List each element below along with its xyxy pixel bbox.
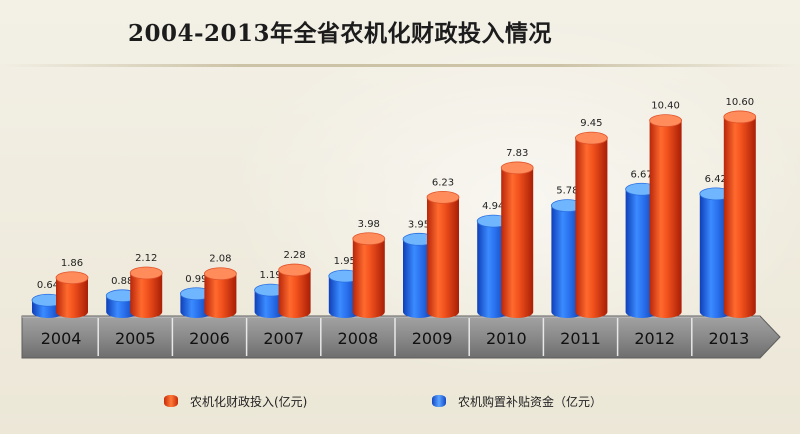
x-tick-label: 2010 — [486, 329, 527, 348]
x-tick-label: 2004 — [41, 329, 82, 348]
financial-input-data-label: 2.08 — [209, 254, 231, 265]
financial-input-bar-cap — [723, 110, 757, 124]
financial-input-bar-body — [130, 272, 163, 318]
x-tick-label: 2012 — [634, 329, 675, 348]
financial-input-bar-cap — [55, 271, 89, 285]
legend-item-subsidy: 农机购置补贴资金（亿元） — [432, 391, 602, 411]
financial-input-data-label: 2.28 — [283, 250, 305, 261]
financial-input-bar — [203, 267, 237, 318]
subsidy-data-label: 6.67 — [630, 169, 652, 180]
subsidy-data-label: 0.99 — [185, 274, 207, 285]
x-tick-label: 2011 — [560, 329, 601, 348]
financial-input-bar — [55, 271, 89, 318]
subsidy-data-label: 1.95 — [334, 256, 356, 267]
x-tick-label: 2006 — [189, 329, 230, 348]
financial-input-data-label: 10.60 — [725, 97, 754, 108]
financial-input-bar-cap — [278, 263, 312, 277]
legend-item-financial-input: 农机化财政投入(亿元) — [164, 391, 307, 411]
x-tick-label: 2013 — [709, 329, 750, 348]
subsidy-data-label: 0.88 — [111, 276, 133, 287]
financial-input-bar — [426, 190, 460, 318]
financial-input-bar-body — [723, 116, 756, 319]
financial-input-bar — [129, 266, 163, 318]
financial-input-bar-body — [352, 238, 385, 318]
x-tick-label: 2007 — [263, 329, 304, 348]
subsidy-data-label: 5.78 — [556, 186, 578, 197]
x-tick-label: 2005 — [115, 329, 156, 348]
financial-input-data-label: 2.12 — [135, 253, 157, 264]
subsidy-data-label: 3.95 — [408, 219, 430, 230]
subsidy-data-label: 4.94 — [482, 201, 504, 212]
financial-input-data-label: 1.86 — [61, 258, 83, 269]
financial-input-bar-cap — [203, 267, 237, 281]
chart-title: 2004-2013年全省农机化财政投入情况 — [127, 20, 553, 47]
financial-input-bar-body — [501, 167, 534, 318]
x-tick-label: 2008 — [338, 329, 379, 348]
financial-input-bar-cap — [575, 131, 608, 145]
financial-input-bar — [278, 263, 312, 318]
subsidy-data-label: 0.64 — [37, 280, 59, 291]
title-divider — [0, 64, 800, 67]
financial-input-bar-cap — [352, 232, 386, 246]
financial-input-bar-body — [278, 270, 311, 318]
financial-input-bar — [649, 114, 682, 318]
financial-input-bar-body — [649, 120, 682, 318]
financial-input-bar-body — [56, 277, 88, 318]
financial-input-bar-body — [575, 138, 608, 318]
financial-input-bar-cap — [129, 266, 163, 280]
legend-label-subsidy: 农机购置补贴资金（亿元） — [458, 394, 603, 409]
financial-input-data-label: 3.98 — [358, 219, 380, 230]
legend-label-financial-input: 农机化财政投入(亿元) — [190, 394, 308, 409]
financial-input-bar-body — [427, 197, 459, 318]
legend-swatch-red — [164, 395, 178, 407]
financial-input-data-label: 7.83 — [506, 148, 528, 159]
subsidy-data-label: 6.42 — [705, 174, 727, 185]
financial-input-bar — [500, 161, 534, 318]
financial-input-bar-cap — [649, 114, 682, 128]
x-tick-label: 2009 — [412, 329, 453, 348]
financial-input-data-label: 9.45 — [580, 118, 602, 129]
financial-input-bar — [352, 232, 386, 318]
subsidy-data-label: 1.19 — [259, 270, 281, 281]
financial-input-bar-cap — [500, 161, 534, 175]
financial-input-bar — [575, 131, 608, 318]
financial-input-bar-body — [204, 273, 237, 318]
financial-input-bar-cap — [426, 190, 460, 204]
legend-swatch-blue — [432, 395, 446, 407]
financial-input-data-label: 10.40 — [651, 101, 680, 112]
financial-input-data-label: 6.23 — [432, 177, 454, 188]
financial-input-bar — [723, 110, 757, 319]
